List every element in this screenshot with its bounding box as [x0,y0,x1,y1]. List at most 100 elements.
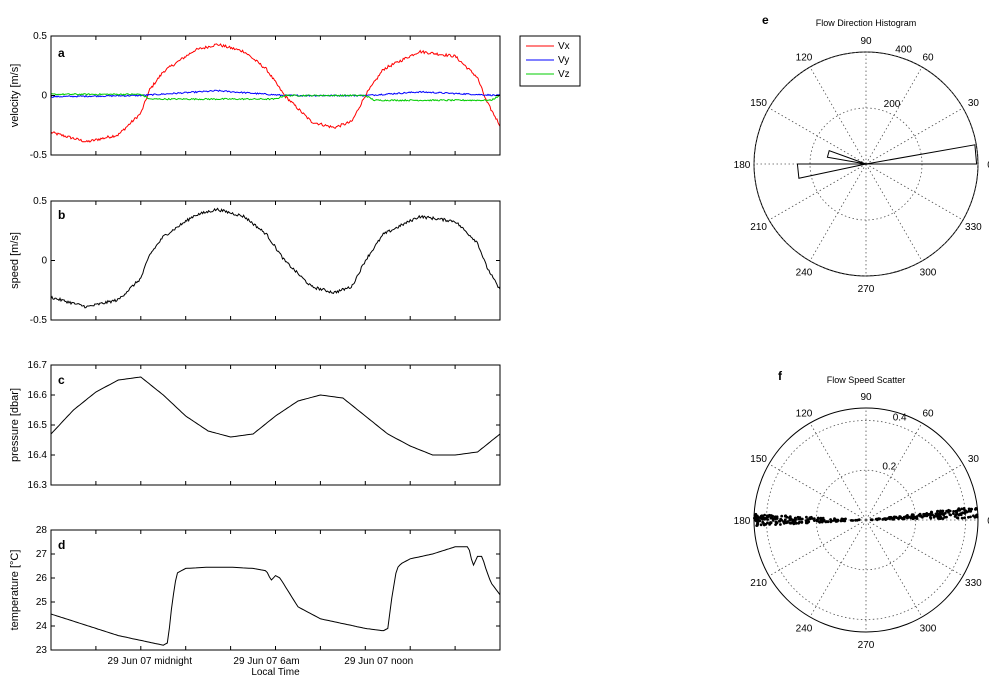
scatter-point [775,517,779,520]
scatter-point [759,523,763,527]
polar-spoke [809,66,867,165]
angle-label: 60 [922,53,934,64]
y-axis-label: velocity [m/s] [9,64,21,128]
scatter-point [791,518,795,522]
scatter-point [960,516,964,520]
scatter-point [897,517,900,521]
panel-letter-f: f [778,369,783,383]
scatter-point [793,521,797,525]
scatter-point [778,519,781,523]
angle-label: 90 [860,36,872,47]
polar-spoke [865,66,923,165]
scatter-point [934,512,938,516]
x-tick-label: 29 Jun 07 6am [233,656,299,667]
scatter-point [878,517,881,521]
radial-tick-label: 0.4 [893,413,907,424]
axes-frame [50,364,501,486]
scatter-point [936,510,939,513]
scatter-point [906,516,909,520]
scatter-point [975,515,979,519]
b-series-line [50,207,501,309]
polar-title: Flow Direction Histogram [816,18,917,28]
scatter-point [766,521,769,525]
angle-label: 240 [796,623,813,634]
scatter-point [888,517,891,521]
y-axis-label: temperature [°C] [9,550,21,631]
angle-label: 0 [987,160,989,171]
scatter-point [762,523,766,527]
scatter-point [941,517,945,520]
scatter-point [925,512,929,515]
scatter-point [945,515,948,519]
polar-spoke [768,163,867,221]
legend-label-vx: Vx [558,41,570,52]
scatter-point [773,515,777,519]
scatter-point [972,514,975,518]
scatter-point [812,517,816,520]
scatter-point [967,515,970,519]
scatter-point [939,509,942,513]
angle-label: 330 [965,578,982,589]
scatter-point [798,516,802,519]
polar-title: Flow Speed Scatter [827,375,906,385]
scatter-point [804,519,808,523]
scatter-point [771,514,774,518]
legend-frame [519,35,581,87]
y-tick-label: 16.4 [28,450,48,461]
angle-label: 270 [858,284,875,295]
polar-spoke [809,519,867,618]
axes-frame [50,529,501,651]
vz-series-line [50,92,501,102]
scatter-point [763,513,766,517]
scatter-point [959,512,962,516]
y-tick-label: 25 [36,597,48,608]
scatter-point [839,519,843,522]
scatter-point [963,516,966,520]
scatter-point [782,520,785,523]
scatter-point [949,513,952,517]
angle-label: 180 [734,516,751,527]
y-tick-label: 16.7 [28,360,48,371]
panel-letter-c: c [58,373,65,387]
angle-label: 120 [796,53,813,64]
angle-label: 30 [968,454,980,465]
scatter-point [842,518,846,522]
speed-panel: b 0.5 0 -0.5 speed [m/s] [9,196,501,326]
y-tick-label: -0.5 [30,150,48,161]
scatter-point [869,518,873,522]
scatter-point [829,518,832,521]
scatter-point [910,513,914,516]
scatter-point [962,511,966,515]
y-tick-label: 23 [36,645,48,656]
scatter-point [884,518,888,521]
polar-spoke [809,163,867,262]
pressure-panel: c 16.7 16.6 16.5 16.4 16.3 pressure [dbar] [9,360,501,491]
scatter-point [800,517,804,521]
polar-spoke [768,519,867,577]
scatter-point [780,514,784,518]
c-series-line [50,376,501,456]
angle-label: 60 [922,409,934,420]
scatter-point [813,519,816,522]
scatter-point [933,514,936,518]
scatter-point [947,511,950,514]
legend-label-vz: Vz [558,69,570,80]
polar-spoke [865,519,923,618]
scatter-point [929,513,933,517]
scatter-point [941,509,945,513]
scatter-point [911,515,915,519]
radial-tick-label: 400 [895,44,912,55]
scatter-point [965,510,969,514]
d-series-line [50,546,501,646]
angle-label: 240 [796,267,813,278]
panel-letter-d: d [58,538,65,552]
scatter-point [757,516,761,519]
y-tick-label: 24 [36,621,48,632]
scatter-point [930,510,934,514]
scatter-point [825,520,829,523]
scatter-point [769,516,773,520]
polar-spoke [768,107,867,165]
x-tick-label: 29 Jun 07 midnight [108,656,193,667]
scatter-point [791,521,794,524]
scatter-point [955,516,959,519]
